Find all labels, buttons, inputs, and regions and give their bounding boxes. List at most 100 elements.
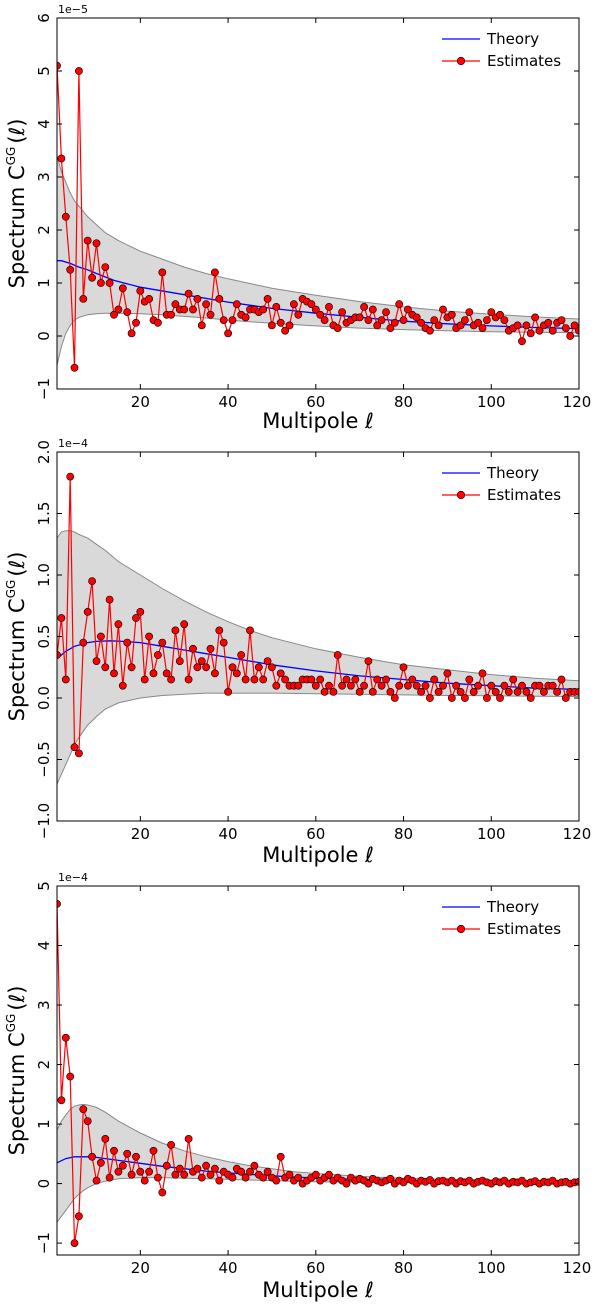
estimate-point: [114, 620, 123, 629]
estimate-point: [88, 577, 96, 585]
estimate-point: [149, 669, 158, 678]
estimate-point: [320, 688, 329, 696]
estimate-point: [575, 688, 579, 696]
estimate-point: [557, 675, 566, 684]
estimate-point: [487, 681, 496, 690]
legend: Theory Estimates: [442, 30, 561, 70]
estimate-point: [421, 681, 430, 690]
estimate-point: [153, 1173, 162, 1182]
y-tick-label: 4: [35, 941, 53, 951]
y-tick-label: −0.5: [35, 741, 53, 777]
estimate-point: [325, 1170, 333, 1179]
estimate-point: [408, 675, 417, 684]
estimate-point: [206, 310, 215, 319]
chart-panel-1: 20 40 60 80 100 120 −1 0 1 2 3 4 5 6 1e−5 Multipole ℓ Sp…: [4, 3, 591, 433]
estimate-point: [70, 743, 79, 752]
estimate-point: [355, 313, 364, 322]
legend-estimates-label: Estimates: [487, 486, 561, 504]
x-axis-label: Multipole ℓ: [262, 843, 374, 867]
y-tick-label: 1: [35, 1119, 53, 1129]
estimate-point: [202, 300, 210, 309]
estimate-point: [79, 638, 88, 647]
x-tick-label: 80: [394, 1259, 413, 1277]
y-tick-label: −1: [35, 378, 53, 400]
x-tick-label: 80: [394, 393, 413, 411]
y-axis-label-main: Spectrum C: [5, 598, 29, 721]
estimate-point: [487, 308, 496, 316]
estimate-point: [127, 1170, 136, 1179]
estimate-point: [417, 688, 425, 696]
estimate-point: [136, 1167, 145, 1176]
estimate-point: [561, 694, 570, 702]
estimate-point: [171, 300, 180, 309]
legend-theory-label: Theory: [486, 898, 539, 916]
estimate-point: [92, 657, 101, 665]
estimate-point: [202, 663, 210, 672]
estimate-point: [526, 329, 535, 338]
estimate-point: [566, 332, 575, 340]
scale-label: 1e−4: [58, 437, 88, 450]
estimate-point: [425, 326, 434, 335]
estimate-point: [224, 329, 232, 338]
estimate-point: [246, 1167, 254, 1176]
estimate-point: [316, 310, 325, 319]
estimate-point: [570, 321, 579, 330]
y-axis-label-superscript: GG: [4, 1014, 18, 1033]
estimate-point: [267, 663, 276, 672]
y-tick-label: 0.0: [35, 686, 53, 710]
y-tick-label: 6: [35, 13, 53, 23]
estimate-point: [329, 688, 338, 696]
estimate-point: [110, 1146, 118, 1155]
x-tick-label: 20: [131, 1259, 150, 1277]
y-tick-label: 1: [35, 278, 53, 288]
estimate-point: [553, 688, 561, 696]
estimate-point: [92, 239, 101, 248]
chart-panel-2: 20 40 60 80 100 120 −1.0 −0.5 0.0 0.5 1.0 1.5 2.0 1e−…: [4, 437, 591, 867]
estimate-point: [175, 657, 184, 665]
estimate-point: [526, 694, 535, 702]
y-axis-label-argument: (ℓ): [5, 552, 29, 577]
estimate-point: [522, 321, 531, 330]
estimate-point: [439, 305, 447, 314]
estimate-point: [241, 1173, 250, 1182]
estimate-point: [509, 675, 518, 684]
legend: Theory Estimates: [442, 898, 561, 938]
estimate-point: [496, 694, 504, 702]
estimate-point: [145, 1167, 153, 1176]
legend-theory-label: Theory: [486, 464, 539, 482]
estimate-point: [272, 681, 281, 690]
estimate-point: [500, 681, 509, 690]
estimate-point: [105, 1173, 114, 1182]
estimate-point: [482, 694, 491, 702]
estimate-point: [272, 302, 281, 311]
estimate-point: [184, 1135, 193, 1143]
estimate-point: [325, 681, 333, 690]
x-tick-label: 20: [131, 825, 150, 843]
estimate-point: [325, 302, 333, 311]
estimate-point: [412, 681, 421, 690]
estimate-point: [97, 1158, 105, 1167]
legend-estimates-label: Estimates: [487, 52, 561, 70]
estimate-point: [66, 472, 75, 481]
estimate-point: [443, 669, 452, 678]
scale-label: 1e−4: [58, 871, 88, 884]
x-tick-label: 60: [306, 1259, 325, 1277]
estimate-point: [360, 302, 368, 311]
estimate-point: [307, 300, 316, 309]
estimate-point: [368, 305, 377, 314]
estimate-point: [460, 316, 469, 324]
estimate-point: [548, 326, 557, 335]
y-tick-label: 0.5: [35, 625, 53, 649]
estimate-point: [232, 300, 241, 309]
estimate-point: [355, 688, 364, 696]
estimate-point: [180, 305, 189, 314]
y-tick-label: 1.0: [35, 563, 53, 587]
estimate-point: [175, 1164, 184, 1173]
estimate-point: [513, 688, 522, 696]
estimate-point: [469, 688, 478, 696]
estimate-point: [535, 326, 544, 335]
estimate-point: [399, 663, 408, 672]
estimate-point: [338, 308, 346, 316]
estimate-point: [395, 300, 404, 309]
estimate-point: [434, 321, 443, 330]
